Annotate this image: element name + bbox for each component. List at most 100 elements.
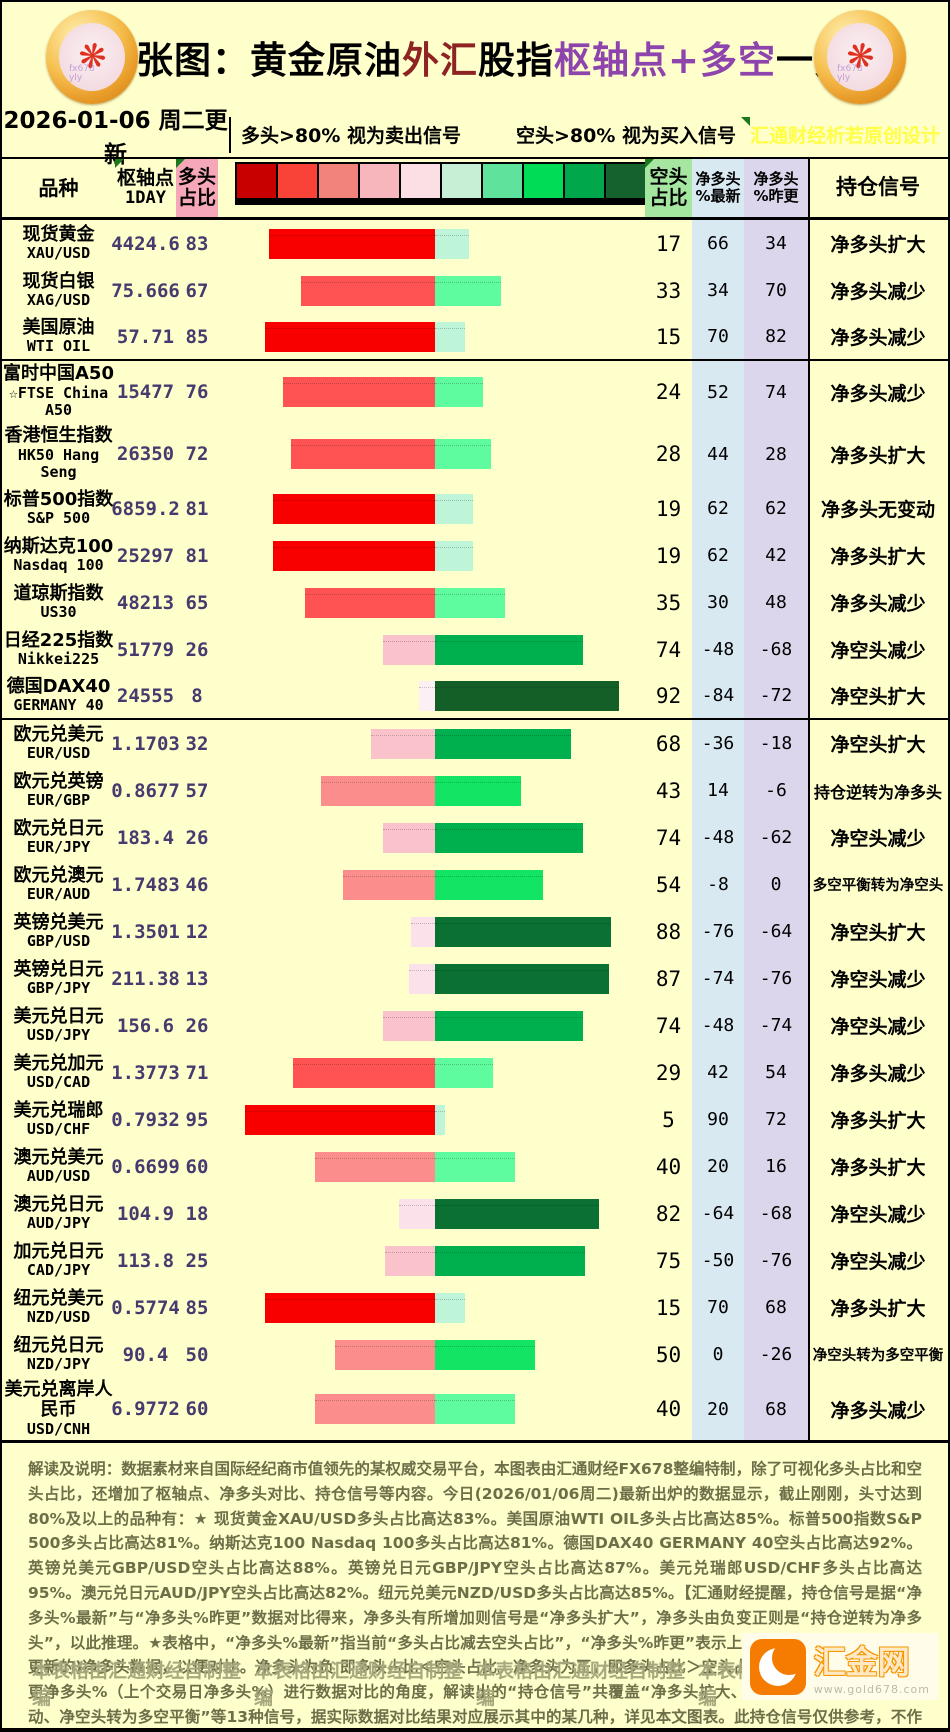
bear-bar xyxy=(435,822,583,853)
pivot-value: 75.666 xyxy=(111,279,180,302)
symbol-label: 欧元兑澳元 xyxy=(13,864,104,886)
symbol-label: USD/CNH xyxy=(26,1420,91,1439)
position-signal: 持仓逆转为净多头 xyxy=(808,767,946,814)
pivot-value: 156.6 xyxy=(116,1014,175,1037)
net-latest-value: 66 xyxy=(692,220,744,267)
symbol-cell: 道琼斯指数 US30 xyxy=(2,579,115,626)
symbol-cell: 英镑兑日元 GBP/JPY xyxy=(2,955,115,1002)
symbol-label: ☆FTSE China xyxy=(8,384,109,403)
symbol-label: Nikkei225 xyxy=(17,650,100,669)
symbol-cell: 日经225指数 Nikkei225 xyxy=(2,626,115,673)
title-segment: 一张图：黄金原油 xyxy=(97,39,402,82)
symbol-label: 美国原油 xyxy=(22,316,95,338)
bear-bar xyxy=(435,916,611,947)
net-latest-value: 52 xyxy=(692,361,744,423)
bull-bear-bar xyxy=(218,1143,645,1190)
bear-ratio-value: 87 xyxy=(655,966,682,991)
position-signal: 净多头减少 xyxy=(808,361,946,423)
bull-ratio-value: 8 xyxy=(191,684,203,707)
bull-ratio-value: 83 xyxy=(185,232,209,255)
bull-ratio-value: 85 xyxy=(185,1296,209,1319)
net-latest-value: 30 xyxy=(692,579,744,626)
symbol-label: 纽元兑美元 xyxy=(13,1287,104,1309)
update-date: 2026-01-06 周二更新 xyxy=(3,107,228,168)
net-prev-value: -76 xyxy=(744,1237,808,1284)
symbol-cell: 纽元兑日元 NZD/JPY xyxy=(2,1331,115,1378)
net-latest-value: -48 xyxy=(692,814,744,861)
bull-bear-bar xyxy=(218,673,645,718)
position-signal: 净多头减少 xyxy=(808,267,946,314)
bear-bar xyxy=(435,1245,585,1276)
bull-bear-bar xyxy=(218,767,645,814)
logo-name: 汇金网 xyxy=(813,1643,910,1681)
net-prev-value: -18 xyxy=(744,720,808,767)
legend-swatch xyxy=(237,164,276,198)
net-latest-value: 20 xyxy=(692,1143,744,1190)
symbol-label: CAD/JPY xyxy=(26,1261,91,1280)
bull-ratio-value: 60 xyxy=(185,1398,209,1420)
net-prev-value: -68 xyxy=(744,626,808,673)
bear-ratio-value: 74 xyxy=(655,1013,682,1038)
legend-swatch xyxy=(319,164,358,198)
symbol-label: 美元兑加元 xyxy=(13,1052,104,1074)
position-signal: 净多头无变动 xyxy=(808,485,946,532)
col-header-bull-ratio: 多头 占比 xyxy=(176,159,218,217)
bull-bear-bar xyxy=(218,626,645,673)
pivot-value: 113.8 xyxy=(116,1249,175,1272)
bull-note: 多头>80% 视为卖出信号 xyxy=(240,125,461,147)
bull-bar xyxy=(315,1394,435,1424)
symbol-label: A50 xyxy=(44,401,73,420)
symbol-cell: 英镑兑美元 GBP/USD xyxy=(2,908,115,955)
table-header: 品种 枢轴点 1DAY 多头 占比 空头 占比 净多头 %最新 净多头 %昨更 持仓信号 xyxy=(2,159,948,220)
table-row: 英镑兑美元 GBP/USD 1.3501 12 88 -76 -64 净空头扩大 xyxy=(2,908,948,955)
symbol-cell: 欧元兑日元 EUR/JPY xyxy=(2,814,115,861)
credit-line: 本表格由汇通财经自制整编 xyxy=(476,1660,686,1709)
bear-bar xyxy=(435,321,465,352)
bull-ratio-value: 67 xyxy=(185,279,209,302)
divider xyxy=(229,116,231,153)
credit-text: 汇通财经析若原创设计 xyxy=(749,125,940,147)
bull-bear-bar xyxy=(218,579,645,626)
bull-bar xyxy=(371,728,435,759)
legend-swatch xyxy=(565,164,604,198)
bear-bar xyxy=(435,228,469,259)
title-segment: 股指 xyxy=(477,39,554,82)
pivot-value: 1.3773 xyxy=(111,1061,180,1084)
bear-bar xyxy=(435,493,473,524)
bear-ratio-value: 74 xyxy=(655,825,682,850)
bear-bar xyxy=(435,728,571,759)
col-header-net-prev: 净多头 %昨更 xyxy=(744,159,808,217)
symbol-label: 加元兑日元 xyxy=(13,1240,104,1262)
credit-line: 本表格由汇通财经自制整编 xyxy=(32,1660,242,1709)
bull-bar xyxy=(315,1151,435,1182)
symbol-label: NZD/JPY xyxy=(26,1355,91,1374)
symbol-cell: 美元兑加元 USD/CAD xyxy=(2,1049,115,1096)
bull-bear-bar xyxy=(218,908,645,955)
table-row: 纳斯达克100 Nasdaq 100 25297 81 19 62 42 净多头扩大 xyxy=(2,532,948,579)
pivot-value: 1.3501 xyxy=(111,920,180,943)
symbol-label: AUD/JPY xyxy=(26,1214,91,1233)
symbol-cell: 澳元兑美元 AUD/USD xyxy=(2,1143,115,1190)
crescent-logo-icon xyxy=(749,1638,806,1695)
bear-bar xyxy=(435,1339,535,1370)
table-row: 纽元兑美元 NZD/USD 0.5774 85 15 70 68 净多头扩大 xyxy=(2,1284,948,1331)
legend-swatch xyxy=(483,164,522,198)
table-row: 美元兑日元 USD/JPY 156.6 26 74 -48 -74 净空头减少 xyxy=(2,1002,948,1049)
pivot-value: 6859.2 xyxy=(111,497,180,520)
net-latest-value: -74 xyxy=(692,955,744,1002)
pivot-value: 15477 xyxy=(116,381,175,403)
bull-bar xyxy=(343,869,435,900)
bear-ratio-value: 88 xyxy=(655,919,682,944)
table-row: 澳元兑美元 AUD/USD 0.6699 60 40 20 16 净多头扩大 xyxy=(2,1143,948,1190)
net-prev-value: 34 xyxy=(744,220,808,267)
net-prev-value: 62 xyxy=(744,485,808,532)
net-prev-value: 48 xyxy=(744,579,808,626)
bull-bar xyxy=(293,1057,435,1088)
symbol-label: 纳斯达克100 xyxy=(3,535,114,557)
symbol-label: GBP/USD xyxy=(26,932,91,951)
net-latest-value: -64 xyxy=(692,1190,744,1237)
net-latest-value: -48 xyxy=(692,1002,744,1049)
legend-swatch xyxy=(401,164,440,198)
bear-ratio-value: 43 xyxy=(655,778,682,803)
symbol-cell: 标普500指数 S&P 500 xyxy=(2,485,115,532)
